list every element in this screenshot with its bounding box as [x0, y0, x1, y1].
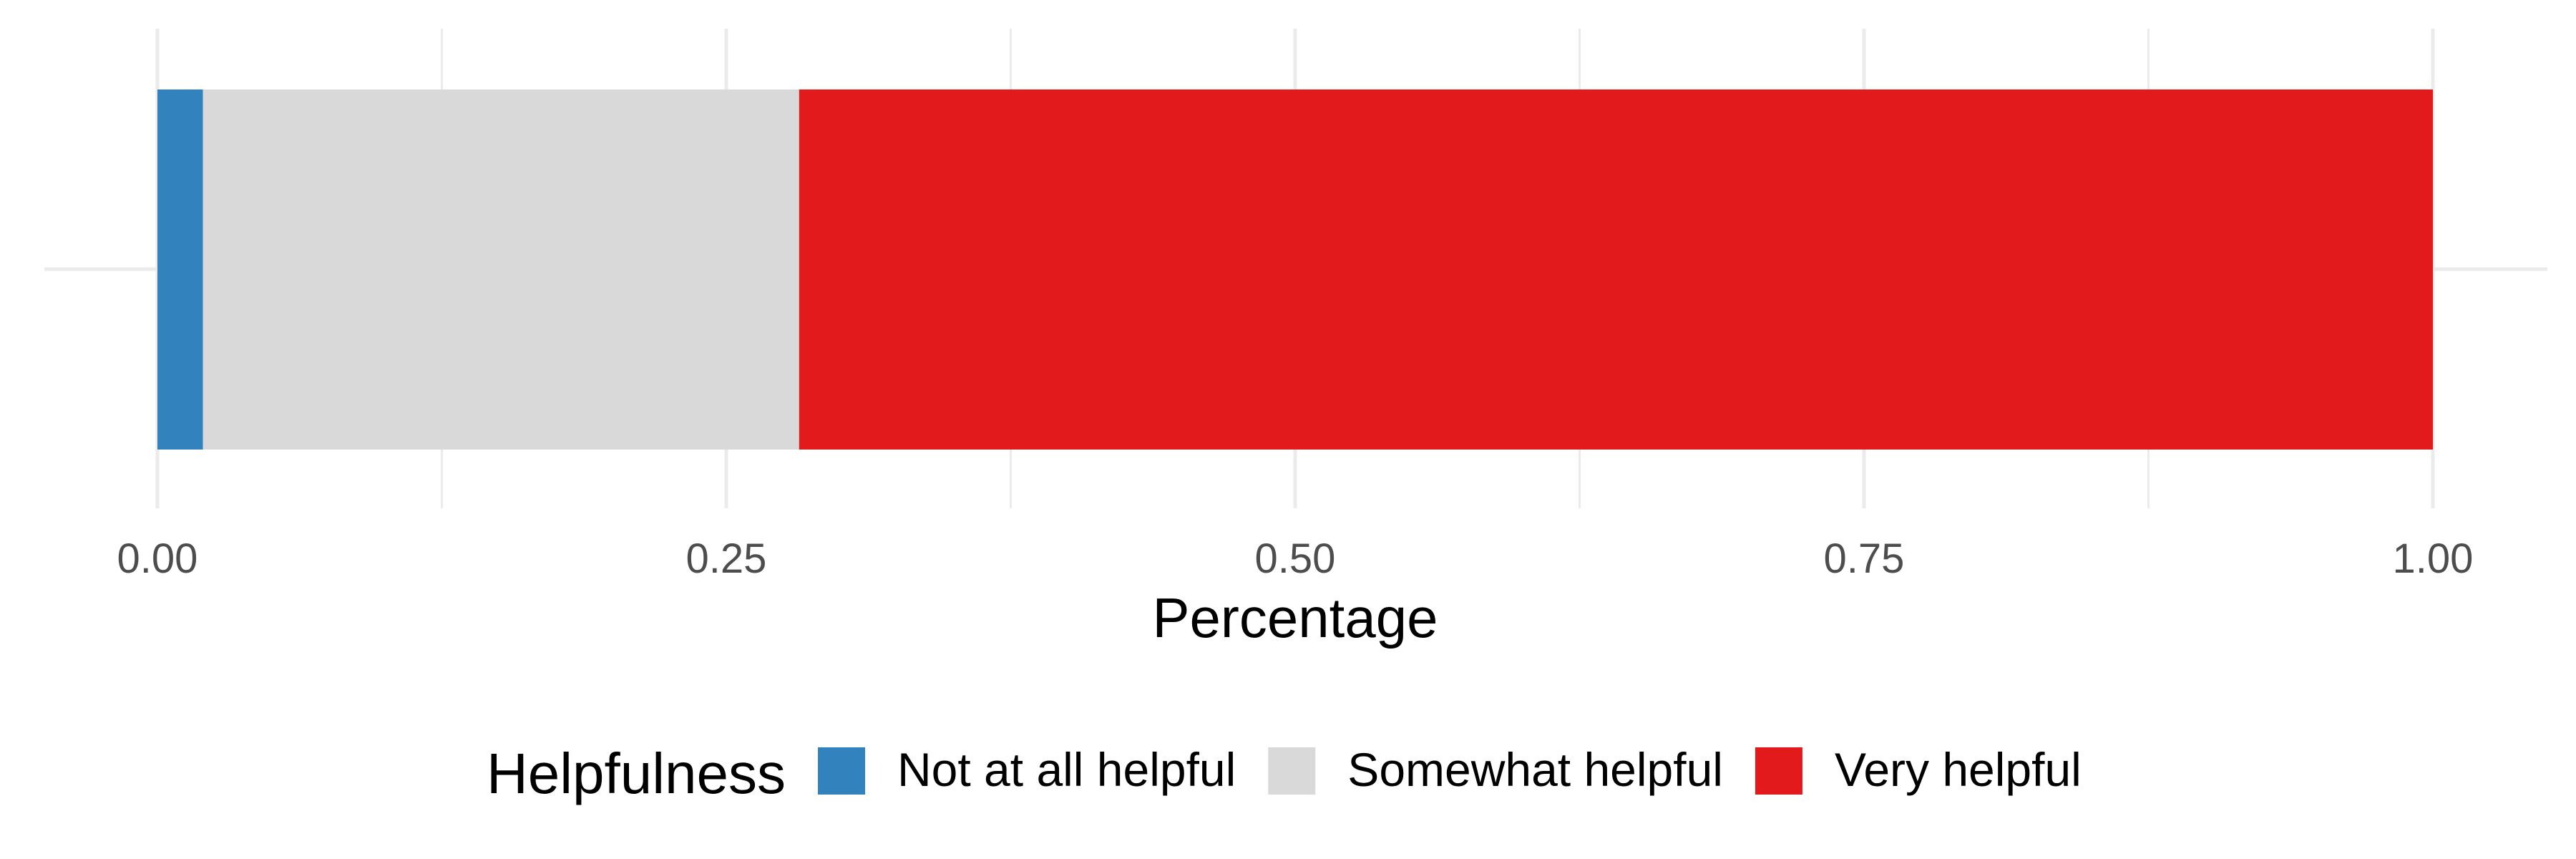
bar-segment-not-at-all-helpful: [157, 89, 203, 450]
x-tick-label: 1.00: [2393, 535, 2474, 582]
legend-key-somewhat-helpful: [1268, 747, 1316, 795]
bar-segment-very-helpful: [799, 89, 2433, 450]
x-axis-title: Percentage: [1153, 586, 1438, 649]
bar-segments: [157, 89, 2433, 450]
legend-key-not-at-all-helpful: [818, 747, 866, 795]
legend-label-very-helpful: Very helpful: [1835, 743, 2082, 796]
x-tick-labels: 0.00 0.25 0.50 0.75 1.00: [117, 535, 2474, 582]
legend-label-somewhat-helpful: Somewhat helpful: [1347, 743, 1723, 796]
bar-segment-somewhat-helpful: [203, 89, 799, 450]
legend-title: Helpfulness: [487, 742, 786, 805]
x-tick-label: 0.50: [1255, 535, 1336, 582]
legend: Helpfulness Not at all helpful Somewhat h…: [487, 742, 2082, 805]
legend-key-very-helpful: [1755, 747, 1802, 795]
x-tick-label: 0.75: [1824, 535, 1905, 582]
x-tick-label: 0.00: [117, 535, 198, 582]
x-tick-label: 0.25: [686, 535, 767, 582]
legend-label-not-at-all-helpful: Not at all helpful: [897, 743, 1236, 796]
